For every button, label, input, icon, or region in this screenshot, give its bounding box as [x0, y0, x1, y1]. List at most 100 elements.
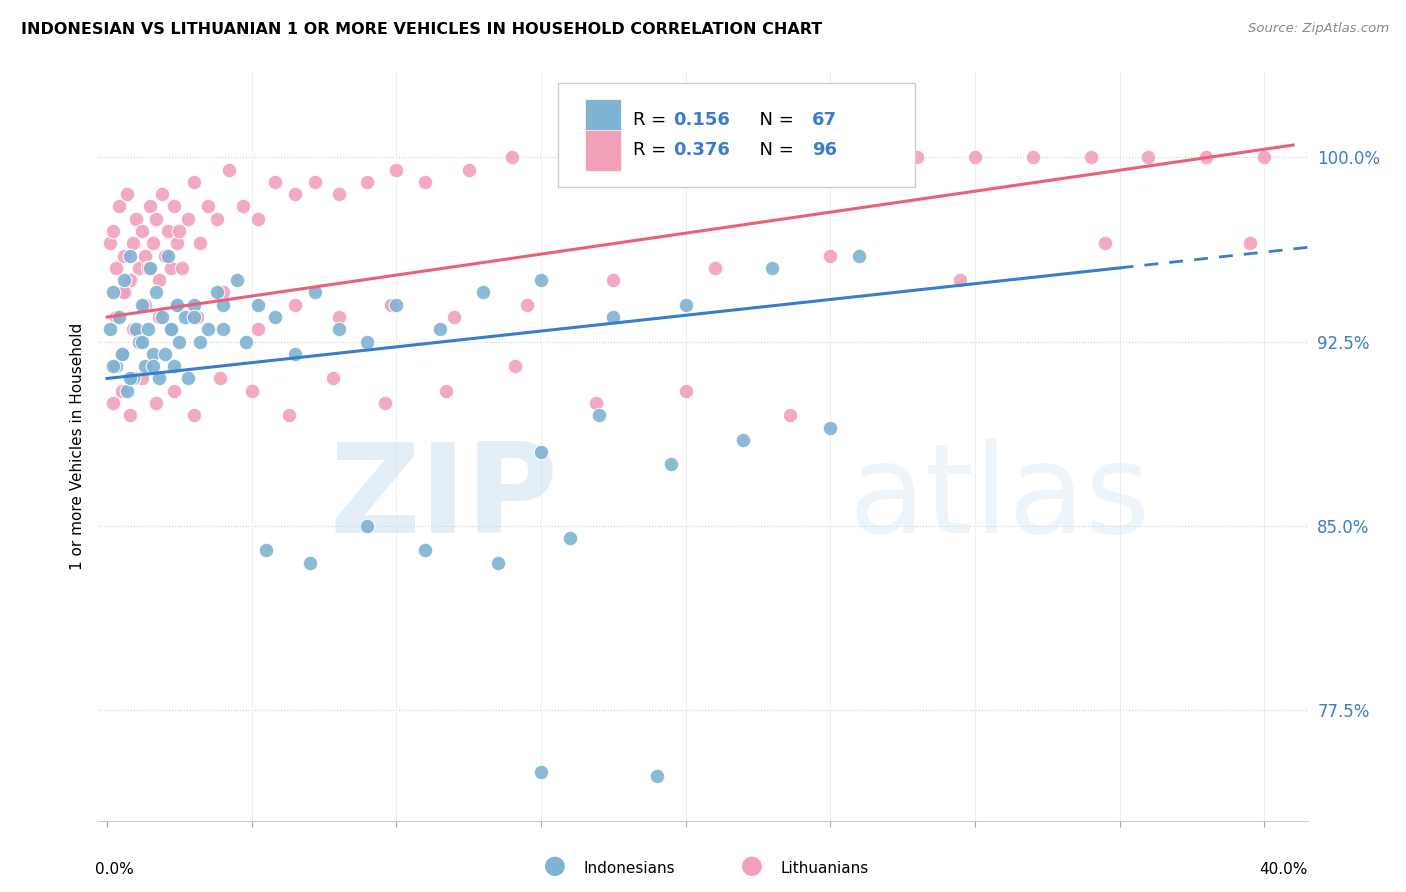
Text: R =: R =	[633, 111, 672, 128]
Point	[472, 285, 495, 300]
Point	[150, 187, 173, 202]
Point	[162, 199, 184, 213]
Point	[963, 150, 986, 164]
Point	[110, 347, 132, 361]
Point	[177, 211, 200, 226]
Point	[328, 310, 350, 324]
Point	[328, 322, 350, 336]
Point	[136, 322, 159, 336]
Point	[385, 298, 408, 312]
Point	[1022, 150, 1045, 164]
Point	[172, 260, 194, 275]
Point	[1239, 236, 1261, 251]
Point	[820, 249, 842, 263]
Bar	[585, 130, 621, 171]
Point	[120, 409, 142, 423]
Point	[162, 359, 184, 373]
Point	[820, 420, 842, 434]
Point	[585, 396, 607, 410]
Point	[675, 150, 697, 164]
Point	[139, 199, 162, 213]
Point	[356, 519, 378, 533]
Point	[183, 175, 205, 189]
Point	[659, 458, 682, 472]
Point	[558, 150, 581, 164]
Point	[779, 409, 801, 423]
Point	[166, 236, 188, 251]
Point	[101, 224, 124, 238]
Point	[304, 285, 326, 300]
Point	[134, 359, 156, 373]
Point	[177, 371, 200, 385]
Point	[602, 273, 624, 287]
Point	[98, 236, 121, 251]
Point	[186, 310, 208, 324]
Point	[122, 322, 145, 336]
Text: 0.0%: 0.0%	[94, 862, 134, 877]
Point	[145, 285, 167, 300]
Point	[104, 260, 127, 275]
Point	[246, 322, 269, 336]
Point	[107, 199, 129, 213]
Point	[159, 322, 181, 336]
Point	[101, 359, 124, 373]
Text: 96: 96	[811, 142, 837, 160]
Point	[675, 298, 697, 312]
Point	[110, 347, 132, 361]
Point	[848, 249, 870, 263]
Text: INDONESIAN VS LITHUANIAN 1 OR MORE VEHICLES IN HOUSEHOLD CORRELATION CHART: INDONESIAN VS LITHUANIAN 1 OR MORE VEHIC…	[21, 22, 823, 37]
Point	[153, 347, 176, 361]
Point	[114, 273, 136, 287]
Point	[169, 334, 191, 349]
Point	[501, 150, 523, 164]
Point	[145, 396, 167, 410]
Point	[211, 322, 233, 336]
Point	[150, 310, 173, 324]
Point	[101, 285, 124, 300]
Point	[183, 409, 205, 423]
Point	[240, 384, 263, 398]
Point	[235, 334, 257, 349]
Point	[110, 384, 132, 398]
Text: Source: ZipAtlas.com: Source: ZipAtlas.com	[1249, 22, 1389, 36]
Point	[1080, 150, 1102, 164]
Point	[413, 543, 436, 558]
Point	[733, 433, 755, 447]
Text: ⬤: ⬤	[741, 856, 763, 876]
Point	[120, 371, 142, 385]
Point	[246, 298, 269, 312]
Point	[188, 236, 211, 251]
Text: N =: N =	[748, 142, 799, 160]
Point	[434, 384, 457, 398]
Point	[107, 310, 129, 324]
Point	[284, 298, 307, 312]
Point	[153, 249, 176, 263]
Point	[134, 249, 156, 263]
Point	[174, 310, 197, 324]
Point	[328, 187, 350, 202]
Point	[131, 371, 153, 385]
Point	[675, 384, 697, 398]
Point	[166, 298, 188, 312]
Point	[188, 334, 211, 349]
Point	[733, 150, 755, 164]
Point	[254, 543, 277, 558]
Point	[284, 187, 307, 202]
Point	[385, 162, 408, 177]
Point	[156, 224, 179, 238]
Point	[104, 310, 127, 324]
Point	[183, 298, 205, 312]
Point	[145, 211, 167, 226]
Point	[134, 298, 156, 312]
Point	[264, 310, 287, 324]
Text: 0.156: 0.156	[673, 111, 730, 128]
Point	[503, 359, 526, 373]
Text: ⬤: ⬤	[544, 856, 567, 876]
Point	[515, 298, 537, 312]
Point	[197, 322, 219, 336]
Point	[166, 298, 188, 312]
Point	[703, 260, 725, 275]
Point	[356, 334, 378, 349]
Point	[530, 445, 553, 459]
Text: 40.0%: 40.0%	[1260, 862, 1308, 877]
